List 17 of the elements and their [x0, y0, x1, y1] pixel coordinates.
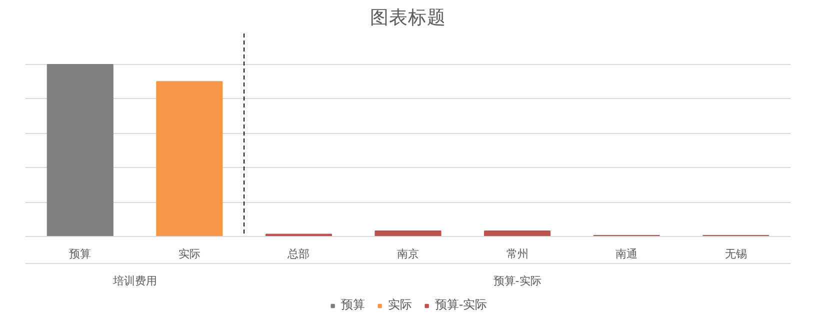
legend-label: 预算-实际	[434, 296, 488, 314]
legend-label: 预算	[340, 296, 365, 314]
bar	[484, 230, 551, 236]
x-tick-label: 南京	[397, 248, 419, 260]
x-tick-label: 无锡	[724, 248, 747, 260]
x-tick-label: 南通	[616, 248, 638, 260]
text: 培训费用	[112, 274, 157, 288]
x-tick-label: 预算	[69, 248, 92, 260]
bar	[46, 64, 114, 236]
text: 预算-实际	[493, 274, 542, 288]
x-tick-label: 总部	[286, 248, 310, 260]
bar	[374, 230, 442, 236]
x-tick-label: 常州	[506, 248, 528, 260]
legend-label: 实际	[388, 296, 412, 314]
chart-title: 图表标题	[370, 8, 446, 28]
x-tick-label: 实际	[178, 248, 200, 260]
bar	[156, 81, 223, 236]
